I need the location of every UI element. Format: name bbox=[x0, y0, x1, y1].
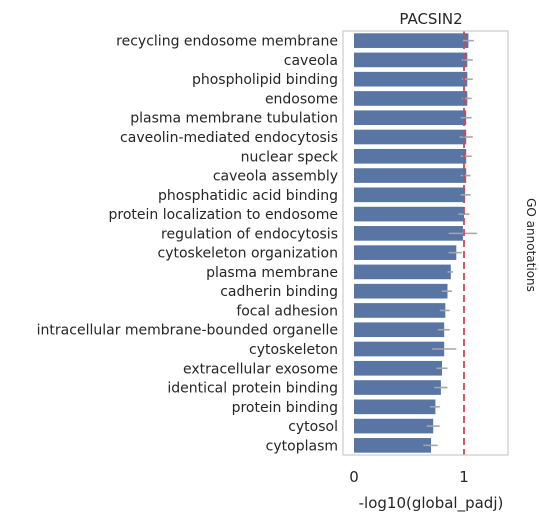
bar bbox=[354, 264, 451, 280]
x-tick-label: 0 bbox=[349, 468, 359, 486]
bar bbox=[354, 418, 434, 434]
category-label: nuclear speck bbox=[241, 149, 339, 165]
bar bbox=[354, 341, 445, 357]
bar bbox=[354, 206, 464, 222]
bar bbox=[354, 283, 448, 299]
side-label: GO annotations bbox=[524, 198, 538, 292]
category-label: phosphatidic acid binding bbox=[158, 188, 338, 204]
bar bbox=[354, 33, 469, 48]
bar bbox=[354, 438, 431, 453]
category-label: protein localization to endosome bbox=[109, 207, 338, 223]
bar bbox=[354, 322, 445, 338]
category-label: caveola bbox=[284, 53, 338, 69]
category-label: identical protein binding bbox=[167, 381, 338, 397]
bar bbox=[354, 71, 468, 87]
bar bbox=[354, 52, 468, 68]
bar bbox=[354, 110, 467, 126]
chart-title: PACSIN2 bbox=[399, 10, 462, 28]
bar bbox=[354, 245, 457, 260]
category-label: focal adhesion bbox=[236, 303, 338, 319]
category-label: recycling endosome membrane bbox=[116, 34, 338, 50]
category-label: cytoplasm bbox=[266, 438, 338, 454]
bar bbox=[354, 226, 463, 241]
x-tick-label: 1 bbox=[459, 468, 469, 486]
bar bbox=[354, 91, 468, 106]
category-label: caveola assembly bbox=[213, 169, 338, 185]
category-labels: recycling endosome membrane caveola phosph… bbox=[37, 34, 339, 455]
category-label: caveolin-mediated endocytosis bbox=[120, 130, 338, 146]
category-label: regulation of endocytosis bbox=[161, 226, 338, 242]
plot-frame bbox=[342, 30, 509, 456]
category-label: intracellular membrane-bounded organelle bbox=[37, 323, 338, 339]
bar bbox=[354, 148, 467, 164]
category-label: cytoskeleton bbox=[249, 342, 338, 358]
x-axis-label: -log10(global_padj) bbox=[359, 494, 504, 513]
bars-group bbox=[354, 33, 469, 453]
category-label: protein binding bbox=[232, 400, 338, 416]
bar bbox=[354, 168, 467, 183]
bar bbox=[354, 303, 446, 318]
category-label: cadherin binding bbox=[220, 284, 338, 300]
category-label: plasma membrane tubulation bbox=[130, 111, 338, 127]
category-label: cytoskeleton organization bbox=[158, 246, 338, 262]
category-label: extracellular exosome bbox=[183, 361, 338, 377]
category-label: cytosol bbox=[288, 419, 338, 435]
bar bbox=[354, 360, 442, 376]
error-bars bbox=[423, 39, 478, 447]
bar bbox=[354, 129, 467, 145]
category-label: phospholipid binding bbox=[192, 72, 338, 88]
bar bbox=[354, 399, 436, 415]
bar bbox=[354, 380, 441, 395]
category-label: endosome bbox=[265, 91, 338, 107]
bar bbox=[354, 187, 466, 203]
category-label: plasma membrane bbox=[206, 265, 338, 281]
